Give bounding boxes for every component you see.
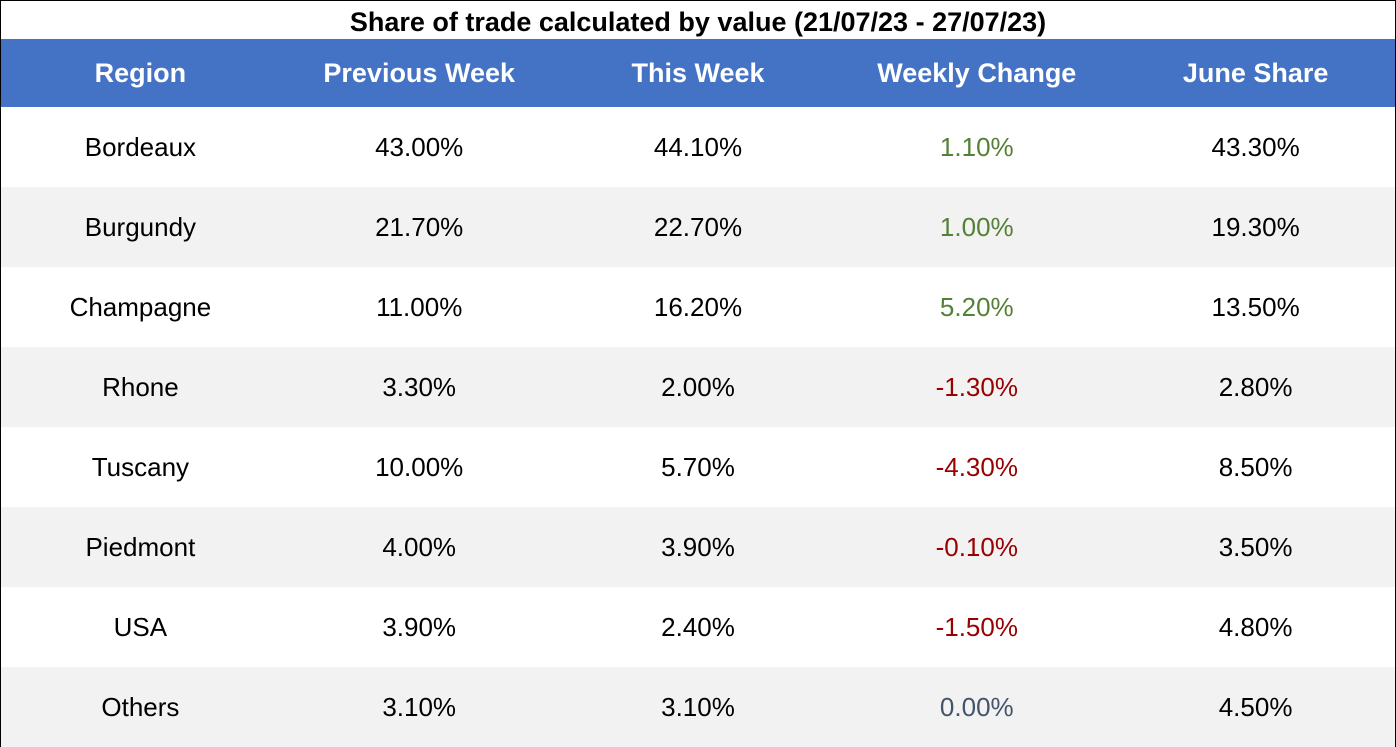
cell-june-share: 4.80% xyxy=(1218,611,1293,642)
cell-weekly-change: 5.20% xyxy=(939,291,1014,322)
cell-weekly-change: 0.00% xyxy=(939,691,1014,722)
cell-this-week: 16.20% xyxy=(653,291,743,322)
cell-region: Tuscany xyxy=(91,451,190,482)
cell-weekly-change: -4.30% xyxy=(935,451,1018,482)
column-header-region: Region xyxy=(94,57,187,88)
header-row: Region Previous Week This Week Weekly Ch… xyxy=(1,39,1395,107)
cell-this-week: 3.90% xyxy=(661,531,735,562)
cell-previous-week: 10.00% xyxy=(375,451,464,482)
table-row: Burgundy 21.70% 22.70% 1.00% 19.30% xyxy=(1,187,1395,267)
cell-previous-week: 4.00% xyxy=(382,531,457,562)
cell-june-share: 2.80% xyxy=(1218,371,1293,402)
cell-this-week: 5.70% xyxy=(661,451,735,482)
cell-region: Champagne xyxy=(69,291,212,322)
cell-this-week: 44.10% xyxy=(653,131,743,162)
cell-previous-week: 3.30% xyxy=(382,371,457,402)
column-header-this-week: This Week xyxy=(631,57,765,88)
cell-weekly-change: -1.50% xyxy=(935,611,1018,642)
cell-region: Burgundy xyxy=(84,211,197,242)
cell-weekly-change: -0.10% xyxy=(935,531,1018,562)
table-body: Bordeaux 43.00% 44.10% 1.10% 43.30% Burg… xyxy=(1,107,1395,747)
cell-previous-week: 11.00% xyxy=(376,291,463,322)
cell-previous-week: 3.90% xyxy=(382,611,457,642)
cell-june-share: 3.50% xyxy=(1218,531,1293,562)
cell-region: Bordeaux xyxy=(84,131,197,162)
column-header-weekly-change: Weekly Change xyxy=(877,57,1077,88)
cell-region: USA xyxy=(113,611,168,642)
table-row: Tuscany 10.00% 5.70% -4.30% 8.50% xyxy=(1,427,1395,507)
column-header-previous-week: Previous Week xyxy=(323,57,515,88)
cell-region: Rhone xyxy=(102,371,179,402)
table-row: Rhone 3.30% 2.00% -1.30% 2.80% xyxy=(1,347,1395,427)
trade-share-table: Region Previous Week This Week Weekly Ch… xyxy=(1,39,1395,747)
table-row: USA 3.90% 2.40% -1.50% 4.80% xyxy=(1,587,1395,667)
cell-june-share: 19.30% xyxy=(1211,211,1300,242)
cell-weekly-change: 1.00% xyxy=(939,211,1014,242)
table-row: Others 3.10% 3.10% 0.00% 4.50% xyxy=(1,667,1395,747)
cell-this-week: 22.70% xyxy=(653,211,743,242)
cell-this-week: 2.00% xyxy=(661,371,735,402)
cell-previous-week: 43.00% xyxy=(375,131,464,162)
table-row: Champagne 11.00% 16.20% 5.20% 13.50% xyxy=(1,267,1395,347)
cell-weekly-change: 1.10% xyxy=(939,131,1014,162)
cell-june-share: 4.50% xyxy=(1218,691,1293,722)
cell-weekly-change: -1.30% xyxy=(935,371,1018,402)
table-row: Bordeaux 43.00% 44.10% 1.10% 43.30% xyxy=(1,107,1395,187)
cell-this-week: 3.10% xyxy=(661,691,735,722)
table-row: Piedmont 4.00% 3.90% -0.10% 3.50% xyxy=(1,507,1395,587)
cell-june-share: 13.50% xyxy=(1211,291,1300,322)
cell-previous-week: 3.10% xyxy=(382,691,457,722)
cell-region: Piedmont xyxy=(85,531,196,562)
cell-this-week: 2.40% xyxy=(661,611,735,642)
column-header-june-share: June Share xyxy=(1182,57,1329,88)
cell-june-share: 8.50% xyxy=(1218,451,1293,482)
cell-region: Others xyxy=(101,691,180,722)
cell-june-share: 43.30% xyxy=(1211,131,1300,162)
table-title: Share of trade calculated by value (21/0… xyxy=(349,7,1047,37)
cell-previous-week: 21.70% xyxy=(375,211,464,242)
